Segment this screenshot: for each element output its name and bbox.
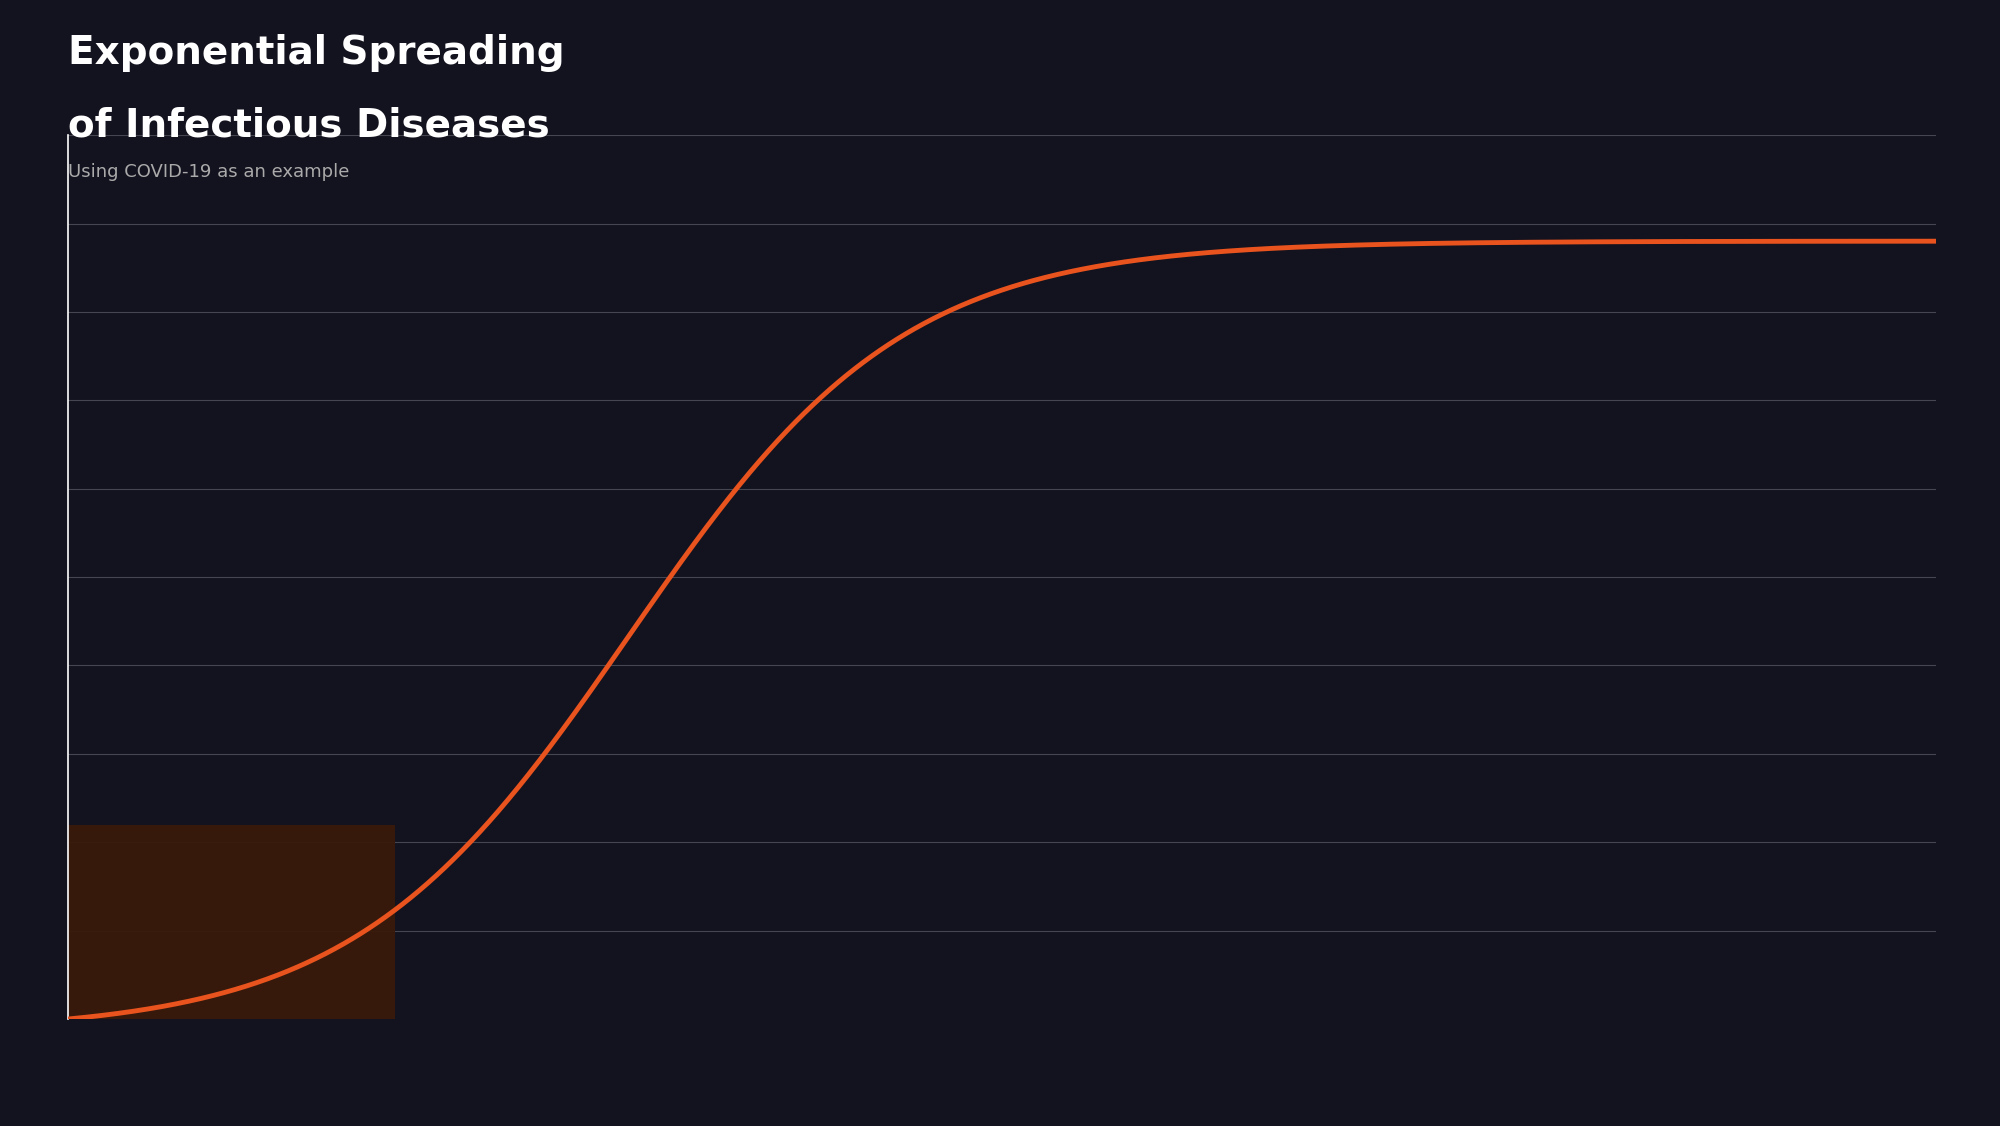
Text: Using COVID-19 as an example: Using COVID-19 as an example xyxy=(68,163,350,181)
Text: of Infectious Diseases: of Infectious Diseases xyxy=(68,107,550,145)
Text: Exponential Spreading: Exponential Spreading xyxy=(68,34,564,72)
Bar xyxy=(68,824,394,1019)
